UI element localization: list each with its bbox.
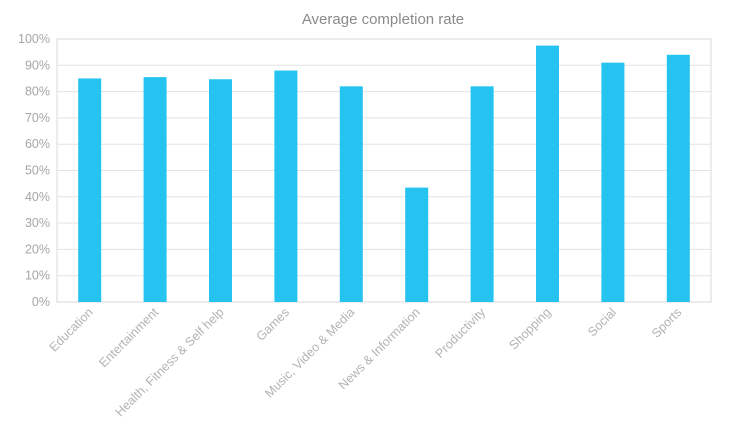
y-tick-label: 50% xyxy=(25,164,50,178)
y-tick-label: 60% xyxy=(25,137,50,151)
x-tick-label: Productivity xyxy=(433,305,489,361)
chart-title: Average completion rate xyxy=(302,11,464,28)
y-tick-label: 100% xyxy=(18,32,50,46)
bar xyxy=(78,78,102,302)
bar xyxy=(209,79,232,302)
y-axis: 0% 10% 20% 30% 40% 50% 60% 70% 80% 90% 100% xyxy=(18,32,50,309)
y-tick-label: 90% xyxy=(25,58,50,72)
bar xyxy=(601,62,625,302)
x-tick-label: Entertainment xyxy=(96,305,161,370)
bar xyxy=(339,86,363,302)
x-tick-label: Games xyxy=(254,305,292,343)
y-tick-label: 0% xyxy=(32,295,50,309)
x-tick-label: Education xyxy=(47,305,96,354)
y-tick-label: 20% xyxy=(25,242,50,256)
bar xyxy=(470,86,494,302)
bars xyxy=(78,45,690,302)
bar xyxy=(536,45,559,302)
x-tick-label: Sports xyxy=(649,305,684,340)
bar xyxy=(666,54,690,302)
y-tick-label: 10% xyxy=(25,269,50,283)
y-tick-label: 30% xyxy=(25,216,50,230)
x-tick-label: Health, Fitness & Self help xyxy=(113,305,227,419)
x-tick-label: Social xyxy=(585,305,619,339)
bar xyxy=(274,70,298,302)
bar xyxy=(143,77,167,302)
bar xyxy=(405,187,429,302)
plot-frame xyxy=(56,38,712,303)
y-tick-label: 40% xyxy=(25,190,50,204)
y-tick-label: 80% xyxy=(25,85,50,99)
y-tick-label: 70% xyxy=(25,111,50,125)
x-tick-label: Shopping xyxy=(506,305,553,352)
